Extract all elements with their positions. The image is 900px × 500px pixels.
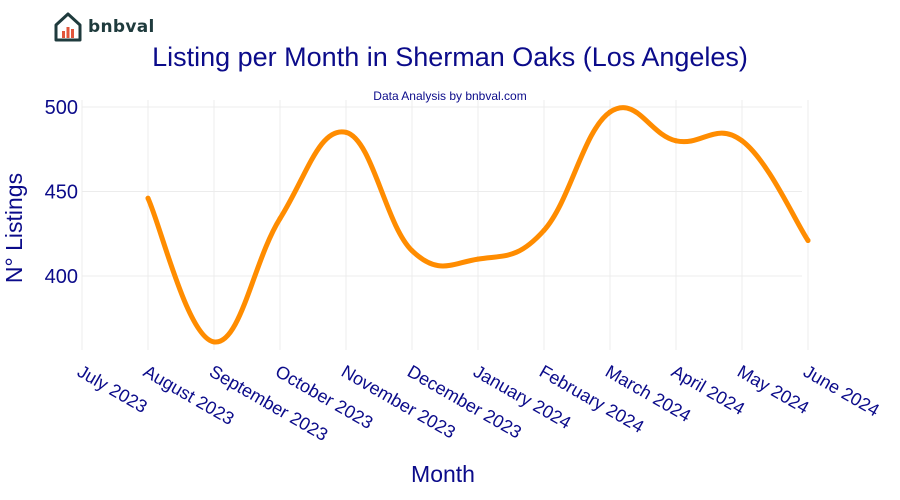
- data-point: [607, 109, 613, 115]
- x-tick-label: July 2023: [74, 361, 151, 417]
- chart-subtitle: Data Analysis by bnbval.com: [373, 89, 527, 103]
- x-tick-label: September 2023: [206, 361, 331, 445]
- data-point: [277, 216, 283, 222]
- x-tick-label: December 2023: [404, 361, 525, 442]
- data-point: [739, 138, 745, 144]
- y-tick-label: 450: [45, 182, 78, 204]
- x-tick-label: May 2024: [734, 361, 812, 418]
- x-tick-label: November 2023: [338, 361, 459, 442]
- y-tick-label: 500: [45, 97, 78, 119]
- y-tick-label: 400: [45, 266, 78, 288]
- data-point: [541, 227, 547, 233]
- data-point: [673, 138, 679, 144]
- brand-logo: bnbval: [54, 12, 155, 42]
- x-tick-label: June 2024: [800, 361, 883, 420]
- y-axis-title: N° Listings: [1, 173, 27, 283]
- chart-title: Listing per Month in Sherman Oaks (Los A…: [152, 42, 748, 72]
- data-point: [343, 129, 349, 135]
- data-point: [409, 248, 415, 254]
- series-line: [145, 105, 811, 345]
- data-point: [211, 339, 217, 345]
- data-point: [145, 195, 151, 201]
- brand-name: bnbval: [88, 17, 155, 37]
- data-point: [475, 256, 481, 262]
- data-point: [805, 238, 811, 244]
- x-axis-title: Month: [411, 461, 475, 487]
- house-chart-logo-icon: [54, 12, 82, 42]
